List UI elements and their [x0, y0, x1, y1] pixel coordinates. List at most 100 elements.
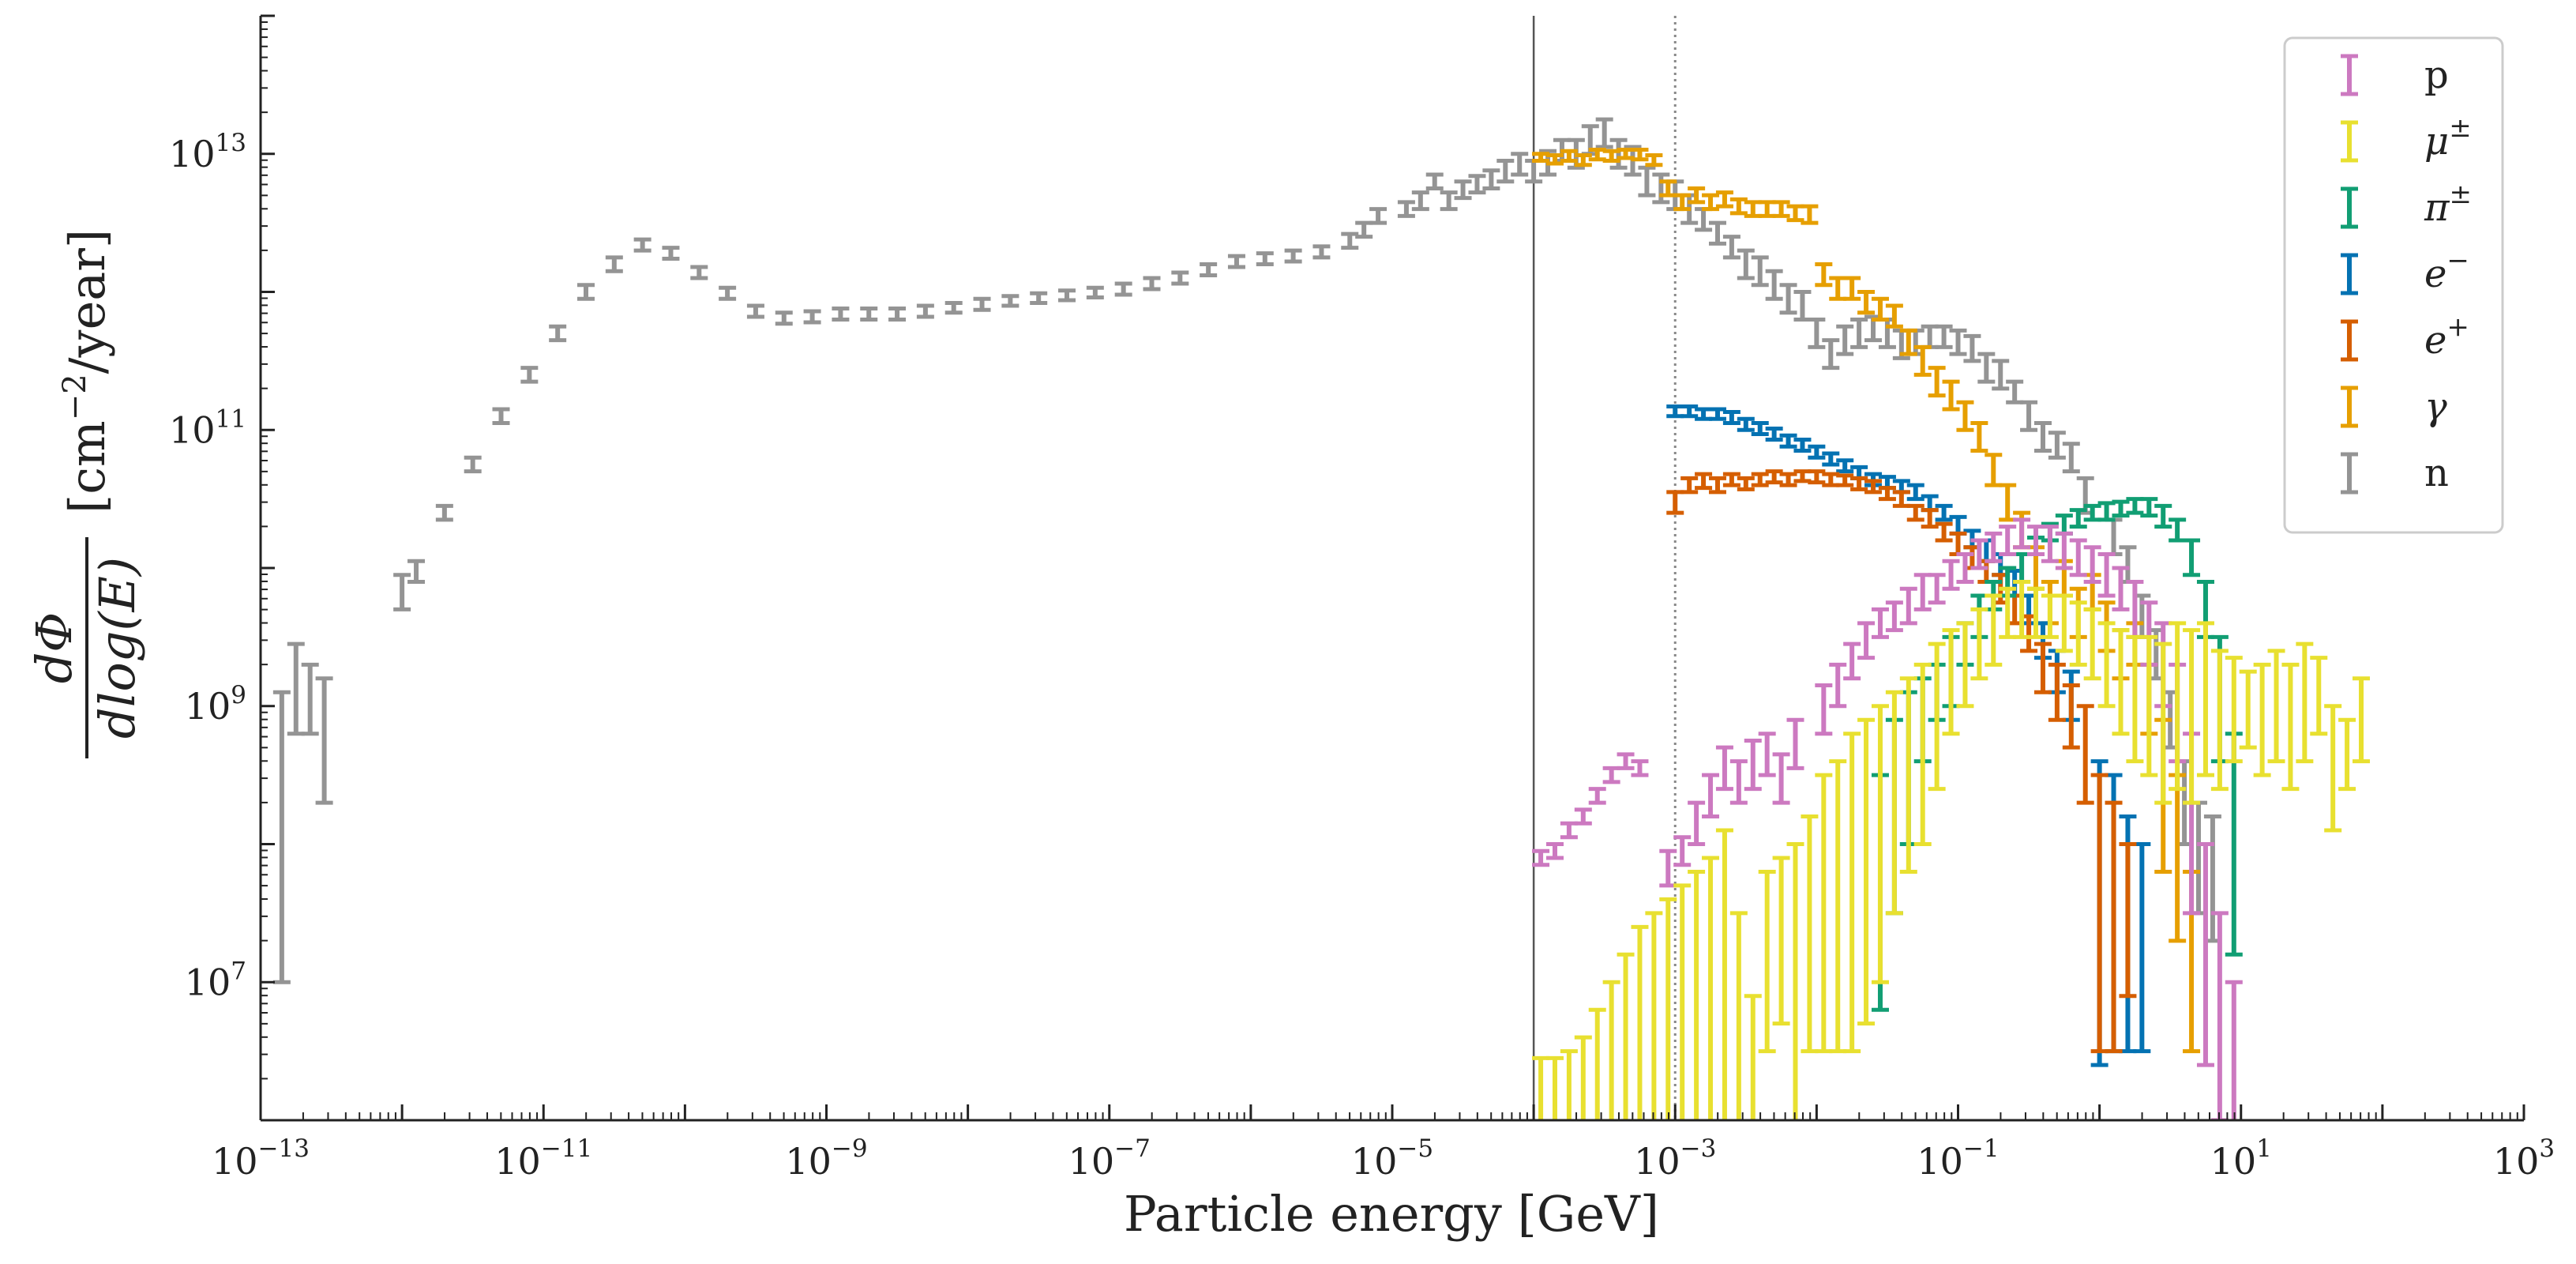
x-tick-label: 10−5	[1351, 1134, 1433, 1183]
error-bar	[492, 407, 510, 426]
error-bar	[1680, 476, 1699, 495]
series-layer	[272, 117, 2371, 1120]
error-bar	[393, 573, 411, 611]
y-tick-label: 1013	[169, 129, 246, 175]
error-bar	[2225, 980, 2243, 1120]
legend-entry: γ	[2341, 385, 2447, 429]
error-bar	[1942, 379, 1960, 412]
error-bar	[2225, 656, 2243, 764]
error-bar	[2154, 503, 2172, 529]
error-bar	[1935, 521, 1953, 543]
error-bar	[1779, 283, 1797, 315]
error-bar	[2090, 773, 2108, 1054]
error-bar	[1751, 255, 1769, 288]
y-tick-exponent: 13	[216, 129, 246, 157]
error-bar	[1638, 165, 1656, 198]
error-bar	[2296, 641, 2314, 764]
error-bar	[1822, 338, 1840, 371]
error-bar	[1030, 291, 1048, 305]
error-bar	[1545, 152, 1564, 166]
error-bar	[1857, 621, 1876, 660]
error-bar	[1885, 690, 1903, 916]
legend-label-superscript: ±	[2449, 112, 2472, 144]
error-bar	[1722, 235, 1740, 260]
x-tick-label: 10−7	[1068, 1134, 1151, 1183]
error-bar	[1829, 759, 1847, 1054]
error-bar	[1588, 787, 1606, 805]
series-n	[272, 117, 2221, 984]
error-bar	[1899, 328, 1917, 356]
error-bar	[1631, 148, 1649, 162]
error-bar	[803, 309, 821, 325]
legend-label-base: π	[2424, 186, 2450, 230]
error-bar	[1758, 869, 1776, 1054]
y-tick-label: 107	[185, 957, 246, 1003]
error-bar	[1970, 421, 1988, 453]
y-label-units-close: /year]	[58, 229, 116, 374]
error-bar	[2183, 538, 2201, 577]
error-bar	[1758, 732, 1776, 777]
error-bar	[1482, 168, 1500, 190]
error-bar	[1822, 451, 1840, 467]
error-bar	[315, 676, 333, 805]
error-bar	[1871, 704, 1889, 984]
error-bar	[1985, 531, 2003, 563]
error-bar	[1680, 404, 1699, 419]
axes	[259, 16, 2524, 1122]
y-tick-label: 109	[185, 681, 246, 728]
x-tick-base: 10	[1068, 1140, 1115, 1183]
legend-label: μ±	[2424, 112, 2472, 164]
y-label-units: [cm−2/year]	[57, 229, 116, 514]
x-tick-base: 10	[1634, 1140, 1680, 1183]
error-bar	[1058, 288, 1076, 303]
error-bar	[2338, 717, 2356, 792]
legend-label: n	[2424, 451, 2449, 495]
error-bar	[1560, 821, 1578, 840]
error-bar	[1871, 296, 1889, 322]
error-bar	[1765, 469, 1783, 485]
error-bar	[1652, 172, 1670, 205]
error-bar	[1617, 752, 1635, 770]
error-bar	[1411, 190, 1429, 212]
error-bar	[1737, 416, 1755, 432]
error-bar	[1793, 437, 1812, 453]
error-bar	[1256, 251, 1274, 267]
error-bar	[2112, 628, 2130, 736]
error-bar	[1532, 848, 1550, 867]
x-tick-base: 10	[1351, 1140, 1398, 1183]
error-bar	[2253, 662, 2271, 777]
legend-entry: p	[2341, 53, 2449, 97]
error-bar	[1772, 752, 1790, 805]
legend-label-base: n	[2424, 451, 2449, 495]
error-bar	[435, 503, 453, 522]
error-bar	[1200, 262, 1218, 278]
error-bar	[1722, 410, 1740, 426]
error-bar	[2281, 662, 2300, 792]
error-bar	[1525, 158, 1543, 184]
error-bar	[1871, 607, 1889, 639]
error-bar	[1631, 759, 1649, 777]
error-bar	[662, 246, 680, 261]
y-tick-base: 10	[185, 961, 231, 1003]
error-bar	[1715, 190, 1733, 209]
error-bar	[1956, 552, 1974, 584]
error-bar	[690, 265, 708, 280]
error-bar	[1829, 662, 1847, 709]
legend-entry: π±	[2341, 179, 2472, 230]
legend-entry: n	[2341, 451, 2449, 495]
error-bar	[2048, 662, 2066, 722]
error-bar	[916, 303, 934, 319]
error-bar	[1631, 924, 1649, 1120]
error-bar	[2154, 641, 2172, 805]
error-bar	[1956, 400, 1974, 432]
error-bar	[2310, 656, 2328, 736]
error-bar	[2119, 842, 2137, 999]
error-bar	[1574, 1035, 1592, 1120]
error-bar	[272, 690, 291, 984]
error-bar	[1729, 759, 1748, 805]
error-bar	[1942, 628, 1960, 736]
legend-label: γ	[2424, 385, 2447, 429]
error-bar	[1836, 473, 1854, 487]
legend-label-base: γ	[2424, 385, 2447, 429]
